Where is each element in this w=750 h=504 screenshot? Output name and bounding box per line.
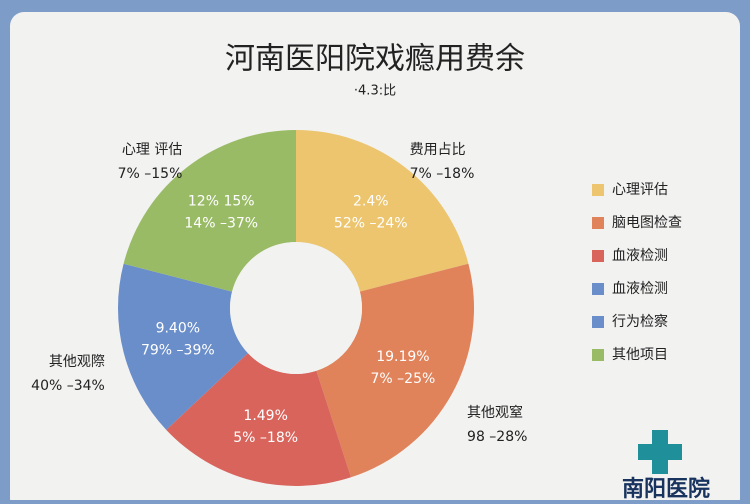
legend-label: 脑电图检查 <box>612 215 682 231</box>
donut-hole <box>230 242 362 374</box>
legend-swatch <box>592 349 604 361</box>
legend-swatch <box>592 283 604 295</box>
slice-range-label: 40% –34% <box>31 378 105 394</box>
pie-slice <box>316 263 474 478</box>
slice-label: 其他观際 <box>49 354 105 370</box>
logo-icon <box>638 430 682 474</box>
slice-label: 费用占比 <box>410 142 466 158</box>
slice-label: 心理 评估 <box>122 142 182 158</box>
slice-inner-label: 19.19% <box>376 349 429 365</box>
legend-swatch <box>592 184 604 196</box>
pie-slice <box>296 130 469 292</box>
slice-range-label: 7% –15% <box>118 166 183 182</box>
logo-text: 南阳医院 <box>622 476 710 500</box>
pie-slice <box>118 263 248 430</box>
logo: 南阳医院 <box>622 430 710 502</box>
slice-inner-label: 52% –24% <box>334 216 408 232</box>
chart-subtitle: ·4.3:比 <box>354 84 396 99</box>
slice-inner-label: 7% –25% <box>371 371 436 387</box>
slice-range-label: 98 –28% <box>467 429 527 445</box>
legend-label: 血液检测 <box>612 248 668 264</box>
slice-inner-label: 14% –37% <box>184 216 258 232</box>
chart-title: 河南医阳院戏瘾用费余 <box>225 42 525 77</box>
pie-slice <box>123 130 296 292</box>
legend-label: 行为检察 <box>612 313 668 330</box>
legend-label: 血液检测 <box>612 281 668 297</box>
legend-swatch <box>592 316 604 328</box>
slice-inner-label: 5% –18% <box>233 430 298 446</box>
slice-inner-label: 2.4% <box>353 194 389 210</box>
pie-slice <box>166 353 352 486</box>
slice-inner-label: 79% –39% <box>141 342 215 358</box>
legend-swatch <box>592 217 604 229</box>
legend-label: 心理评估 <box>612 182 668 198</box>
slice-range-label: 7% –18% <box>410 166 475 182</box>
slice-label: 其他观窒 <box>467 404 523 421</box>
slice-inner-label: 9.40% <box>156 320 200 336</box>
legend-label: 其他项目 <box>612 347 668 363</box>
slice-inner-label: 1.49% <box>243 408 287 424</box>
legend-swatch <box>592 250 604 262</box>
slice-inner-label: 12% 15% <box>188 194 255 210</box>
